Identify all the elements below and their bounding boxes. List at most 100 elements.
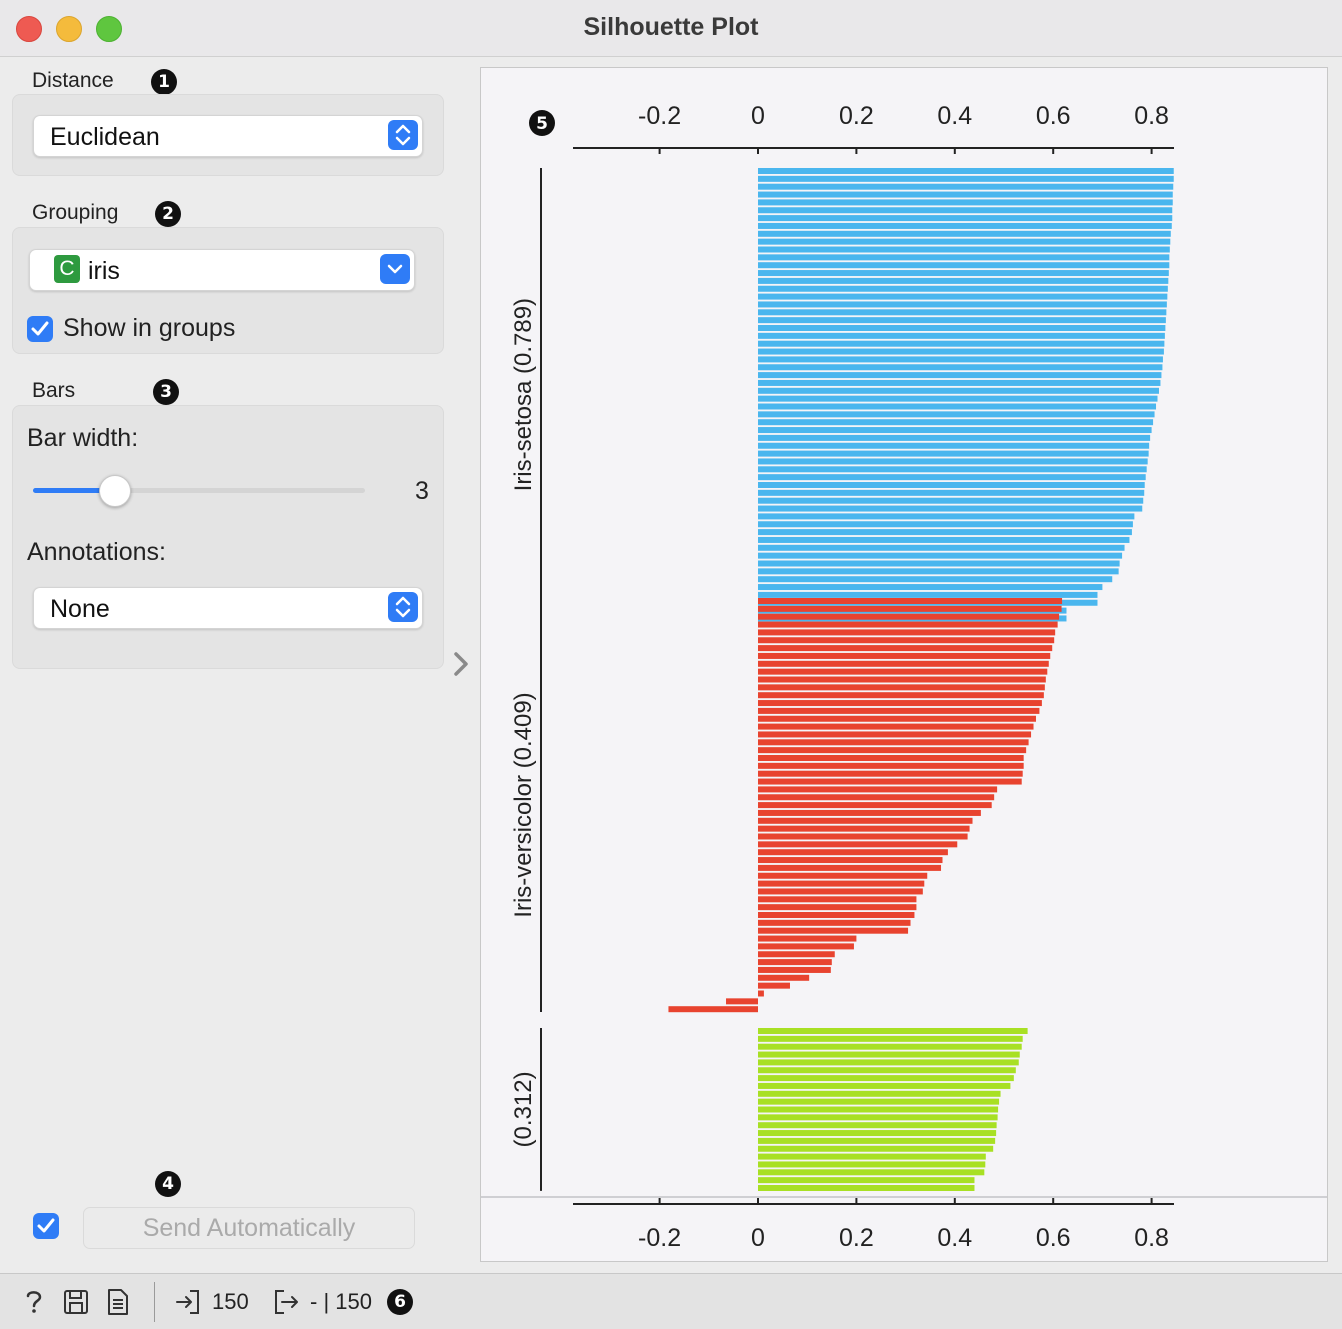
silhouette-bar [758, 348, 1164, 355]
distance-select[interactable]: Euclidean [33, 115, 423, 157]
annotations-select[interactable]: None [33, 587, 423, 629]
silhouette-bar [758, 668, 1048, 675]
send-automatically-checkbox[interactable] [33, 1213, 59, 1239]
silhouette-bar [758, 1082, 1011, 1089]
silhouette-bar [758, 621, 1058, 628]
silhouette-bar [758, 1153, 986, 1160]
silhouette-bar [758, 982, 790, 989]
silhouette-bar [758, 747, 1027, 754]
status-badge: 6 [387, 1289, 413, 1315]
silhouette-bar [758, 778, 1022, 785]
silhouette-bar [758, 951, 835, 958]
silhouette-bar [758, 285, 1168, 292]
silhouette-bar [758, 919, 911, 926]
grouping-select[interactable]: C iris [29, 249, 415, 291]
silhouette-bar [758, 833, 968, 840]
bar-width-slider-handle[interactable] [99, 475, 131, 507]
x-tick-label-top: 0.4 [937, 102, 972, 130]
minimize-window-button[interactable] [56, 16, 82, 42]
maximize-window-button[interactable] [96, 16, 122, 42]
silhouette-bar [758, 1075, 1014, 1082]
silhouette-bar [758, 215, 1173, 222]
silhouette-bar [758, 755, 1024, 761]
silhouette-bar [758, 1067, 1016, 1074]
silhouette-bar [758, 372, 1162, 379]
silhouette-bar [758, 613, 1060, 620]
silhouette-bar [758, 762, 1024, 769]
status-bar: 150 - | 150 6 [0, 1273, 1342, 1329]
bar-width-slider-fill [33, 488, 117, 493]
save-icon[interactable] [62, 1288, 90, 1321]
silhouette-bar [758, 700, 1042, 707]
silhouette-bar [758, 183, 1174, 190]
silhouette-bar [758, 536, 1130, 543]
silhouette-bar [758, 1106, 999, 1113]
silhouette-bar [758, 739, 1029, 746]
grouping-badge: 2 [155, 201, 181, 227]
distance-box: Euclidean [12, 94, 444, 176]
silhouette-bar [758, 442, 1150, 449]
show-in-groups-label: Show in groups [63, 314, 236, 342]
silhouette-bar [758, 387, 1159, 394]
silhouette-bar [758, 489, 1145, 496]
silhouette-bar [758, 434, 1151, 441]
silhouette-bar [758, 521, 1133, 528]
silhouette-bar [758, 584, 1103, 591]
output-summary: - | 150 [310, 1289, 372, 1314]
grouping-section-label: Grouping [32, 201, 119, 224]
silhouette-bar [758, 395, 1158, 402]
silhouette-bar [758, 458, 1148, 465]
input-icon [174, 1288, 202, 1321]
x-tick-label-bottom: 0.8 [1134, 1224, 1169, 1252]
silhouette-bar [758, 474, 1146, 481]
group-label: Iris-versicolor (0.409) [510, 692, 537, 917]
silhouette-bar [758, 872, 928, 879]
bars-section-label: Bars [32, 379, 76, 402]
silhouette-bar [758, 505, 1143, 512]
silhouette-bar [758, 794, 995, 801]
silhouette-bar [758, 1177, 975, 1184]
silhouette-bar [758, 293, 1168, 300]
silhouette-bar [758, 1028, 1028, 1034]
silhouette-bar [758, 552, 1123, 559]
silhouette-bar [758, 356, 1163, 363]
silhouette-bar [758, 841, 958, 848]
annotations-label: Annotations: [27, 538, 166, 566]
silhouette-bar [758, 1130, 997, 1137]
show-in-groups-checkbox[interactable] [27, 316, 53, 342]
chevron-right-icon[interactable] [450, 650, 474, 683]
categorical-variable-icon: C [54, 255, 80, 283]
title-bar: Silhouette Plot [0, 0, 1342, 57]
distance-select-value: Euclidean [50, 123, 160, 151]
help-icon[interactable] [22, 1287, 46, 1320]
close-window-button[interactable] [16, 16, 42, 42]
silhouette-bar [758, 222, 1172, 229]
bar-width-slider-track[interactable] [33, 488, 365, 493]
silhouette-bar [758, 301, 1167, 308]
silhouette-bar [758, 723, 1034, 730]
silhouette-bar [758, 340, 1165, 347]
silhouette-bar [758, 1145, 994, 1152]
silhouette-bar [758, 450, 1149, 457]
silhouette-bar [758, 262, 1170, 269]
silhouette-bar [758, 199, 1173, 206]
silhouette-bar [758, 497, 1144, 504]
silhouette-bar [668, 1006, 758, 1013]
x-tick-label-bottom: -0.2 [638, 1224, 681, 1252]
silhouette-bar [758, 1185, 975, 1191]
annotations-select-value: None [50, 595, 110, 623]
silhouette-bar [758, 1035, 1023, 1042]
silhouette-bar [758, 1059, 1019, 1066]
silhouette-bar [758, 1051, 1020, 1058]
silhouette-bar [758, 270, 1169, 277]
up-down-stepper-icon [388, 592, 418, 622]
bar-width-value: 3 [415, 477, 429, 505]
silhouette-bar [758, 849, 948, 856]
silhouette-bar [758, 629, 1056, 636]
silhouette-bar [758, 411, 1155, 418]
x-tick-label-top: 0.2 [839, 102, 874, 130]
send-automatically-button[interactable]: Send Automatically [83, 1207, 415, 1249]
silhouette-bar [758, 888, 923, 895]
report-icon[interactable] [106, 1288, 130, 1321]
control-panel: Distance 1 Euclidean Grouping 2 C iris S… [0, 57, 460, 1272]
